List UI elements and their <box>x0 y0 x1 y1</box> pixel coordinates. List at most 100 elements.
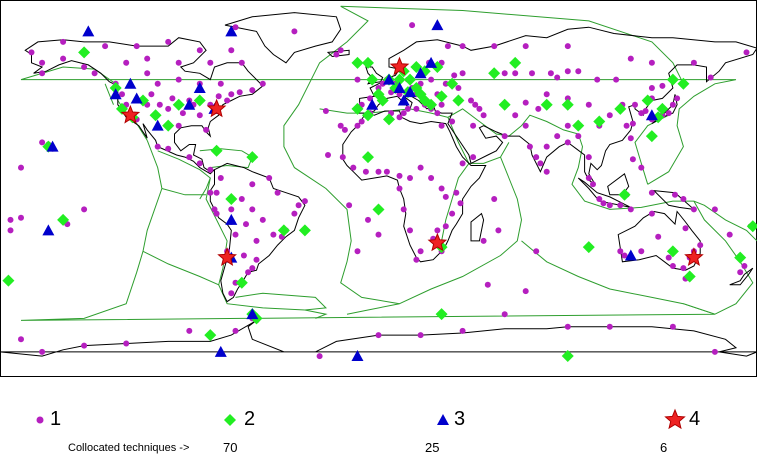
site-technique-1 <box>470 122 477 129</box>
indian-ocean-ridges <box>399 156 523 305</box>
site-technique-1 <box>203 126 210 133</box>
site-technique-1 <box>270 231 277 238</box>
site-technique-2 <box>677 77 690 90</box>
antarctic-ridge <box>346 303 400 315</box>
site-technique-1 <box>175 122 182 129</box>
site-technique-2 <box>78 46 91 59</box>
site-technique-1 <box>238 59 245 66</box>
site-technique-1 <box>501 70 508 77</box>
site-technique-1 <box>680 196 687 202</box>
legend-count-2: 25 <box>425 440 440 455</box>
site-technique-1 <box>407 175 413 181</box>
site-technique-1 <box>711 348 718 355</box>
site-technique-1 <box>459 160 466 167</box>
site-technique-1 <box>18 164 24 171</box>
site-technique-1 <box>417 248 424 255</box>
new-zealand-coast <box>729 267 754 286</box>
site-technique-1 <box>81 64 88 70</box>
site-technique-1 <box>179 110 186 117</box>
site-technique-1 <box>186 327 193 334</box>
site-technique-1 <box>632 101 638 108</box>
site-technique-1 <box>228 206 235 213</box>
site-technique-1 <box>375 332 382 339</box>
site-technique-1 <box>600 200 607 207</box>
site-technique-1 <box>346 202 353 209</box>
site-technique-1 <box>39 348 46 355</box>
site-technique-3 <box>351 350 364 362</box>
legend-markers <box>36 408 686 430</box>
site-technique-2 <box>2 274 15 287</box>
site-technique-1 <box>337 47 344 54</box>
site-technique-1 <box>554 133 561 140</box>
site-technique-1 <box>726 231 733 238</box>
site-technique-3 <box>82 25 95 37</box>
new-guinea-coast <box>652 189 696 211</box>
site-technique-3 <box>151 119 164 131</box>
site-technique-4 <box>389 56 410 76</box>
site-technique-1 <box>613 76 620 83</box>
site-technique-1 <box>480 237 487 244</box>
site-technique-1 <box>480 112 487 119</box>
site-technique-1 <box>175 59 182 66</box>
site-technique-1 <box>409 22 416 29</box>
site-technique-1 <box>438 122 445 129</box>
site-technique-1 <box>266 175 273 181</box>
site-technique-1 <box>362 168 369 175</box>
site-technique-3 <box>214 345 227 357</box>
site-technique-1 <box>354 122 361 129</box>
south-america-coast <box>209 162 306 303</box>
site-technique-1 <box>238 196 245 202</box>
site-technique-2 <box>235 276 248 289</box>
site-technique-2 <box>488 67 501 80</box>
site-technique-1 <box>707 74 714 81</box>
site-technique-1 <box>537 160 544 167</box>
site-technique-1 <box>28 49 35 56</box>
site-technique-1 <box>594 76 601 83</box>
site-technique-1 <box>669 263 676 269</box>
site-technique-2 <box>582 241 595 254</box>
site-technique-2 <box>210 144 223 157</box>
site-technique-1 <box>629 156 636 163</box>
site-technique-2 <box>614 102 627 115</box>
site-technique-1 <box>375 168 382 175</box>
site-technique-1 <box>249 181 256 188</box>
site-technique-3 <box>46 140 59 152</box>
site-technique-1 <box>491 196 498 202</box>
site-technique-3 <box>414 67 427 79</box>
site-technique-4 <box>217 247 237 266</box>
site-technique-1 <box>648 85 655 91</box>
site-technique-1 <box>642 108 649 114</box>
site-technique-3 <box>645 109 658 121</box>
site-technique-2 <box>393 73 406 86</box>
scotia-arc <box>304 309 328 319</box>
site-technique-1 <box>648 189 655 196</box>
site-technique-2 <box>57 213 70 226</box>
site-technique-1 <box>236 89 243 96</box>
site-technique-1 <box>207 166 214 173</box>
site-technique-1 <box>245 269 252 276</box>
site-technique-2 <box>298 224 311 237</box>
site-technique-1 <box>274 189 281 196</box>
site-technique-1 <box>533 248 540 255</box>
site-technique-1 <box>240 252 247 259</box>
site-technique-1 <box>669 101 676 108</box>
site-technique-3 <box>425 56 438 68</box>
site-technique-1 <box>449 210 456 217</box>
site-technique-1 <box>512 112 519 119</box>
site-technique-1 <box>337 122 344 129</box>
site-technique-2 <box>645 130 658 143</box>
site-technique-1 <box>665 254 672 261</box>
site-technique-1 <box>674 95 681 102</box>
site-technique-1 <box>535 105 542 112</box>
site-technique-2 <box>418 94 431 107</box>
site-technique-2 <box>376 94 389 107</box>
site-technique-2 <box>351 102 364 115</box>
site-technique-1 <box>154 143 161 150</box>
site-technique-1 <box>575 68 582 75</box>
site-technique-1 <box>259 216 266 223</box>
site-technique-1 <box>453 189 460 196</box>
site-technique-4 <box>427 232 448 252</box>
site-technique-1 <box>564 68 571 75</box>
site-technique-2 <box>618 188 631 201</box>
site-technique-1 <box>102 43 109 50</box>
